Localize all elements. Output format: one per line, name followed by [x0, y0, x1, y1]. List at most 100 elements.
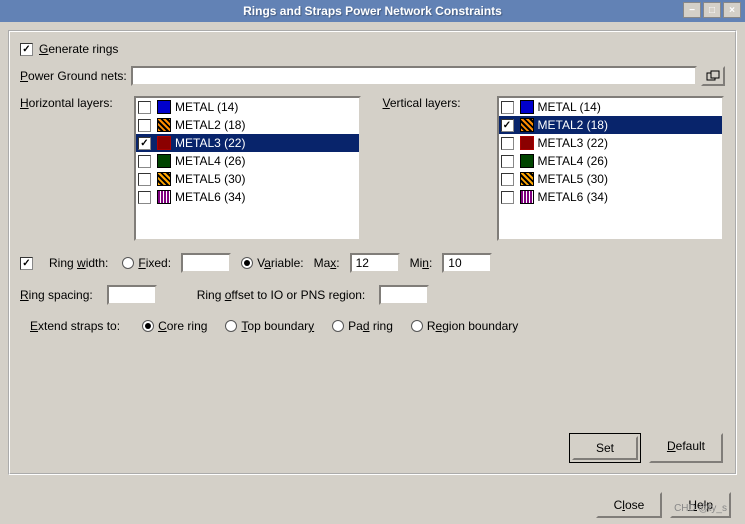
region-boundary-radio[interactable]	[411, 320, 423, 332]
help-button[interactable]: Help	[670, 492, 731, 518]
min-label: Min:	[410, 256, 433, 270]
minimize-button[interactable]: −	[683, 2, 701, 18]
titlebar-buttons: − □ ×	[683, 2, 741, 18]
horizontal-layers-col: Horizontal layers: METAL (14) METAL2 (18)…	[20, 96, 363, 241]
fixed-label: Fixed:	[138, 256, 171, 270]
power-ground-nets-label: Power Ground nets:	[20, 69, 127, 83]
power-ground-nets-row: Power Ground nets:	[20, 66, 725, 86]
layer-item[interactable]: METAL6 (34)	[499, 188, 722, 206]
layer-label: METAL5 (30)	[175, 172, 245, 186]
layer-checkbox[interactable]	[138, 101, 151, 114]
layers-row: Horizontal layers: METAL (14) METAL2 (18)…	[20, 96, 725, 241]
layer-item[interactable]: METAL6 (34)	[136, 188, 359, 206]
vertical-layers-label: Vertical layers:	[383, 96, 493, 110]
layer-item[interactable]: METAL (14)	[499, 98, 722, 116]
layer-item[interactable]: METAL3 (22)	[499, 134, 722, 152]
layer-swatch	[520, 154, 534, 168]
layer-swatch	[157, 136, 171, 150]
set-button[interactable]: Set	[569, 433, 641, 463]
layer-checkbox[interactable]	[501, 119, 514, 132]
layer-item[interactable]: METAL (14)	[136, 98, 359, 116]
close-button[interactable]: Close	[596, 492, 663, 518]
layer-checkbox[interactable]	[501, 191, 514, 204]
layer-label: METAL4 (26)	[175, 154, 245, 168]
core-ring-label: Core ring	[158, 319, 207, 333]
top-boundary-radio[interactable]	[225, 320, 237, 332]
layer-item[interactable]: METAL2 (18)	[136, 116, 359, 134]
layer-swatch	[157, 190, 171, 204]
layer-label: METAL3 (22)	[175, 136, 245, 150]
layer-item[interactable]: METAL2 (18)	[499, 116, 722, 134]
ring-offset-input[interactable]	[379, 285, 429, 305]
layer-label: METAL2 (18)	[538, 118, 608, 132]
pad-ring-radio[interactable]	[332, 320, 344, 332]
generate-rings-checkbox[interactable]	[20, 43, 33, 56]
layer-label: METAL6 (34)	[175, 190, 245, 204]
dialog-buttons: Close Help	[596, 492, 731, 518]
extend-straps-row: Extend straps to: Core ring Top boundary…	[20, 319, 725, 333]
layer-label: METAL (14)	[175, 100, 238, 114]
layer-swatch	[157, 118, 171, 132]
ring-width-label: Ring width:	[49, 256, 108, 270]
ring-spacing-row: Ring spacing: Ring offset to IO or PNS r…	[20, 285, 725, 305]
generate-rings-label: Generate rings	[39, 42, 118, 56]
layer-checkbox[interactable]	[138, 173, 151, 186]
layer-checkbox[interactable]	[138, 155, 151, 168]
vertical-layers-list[interactable]: METAL (14) METAL2 (18) METAL3 (22) METAL4 (…	[497, 96, 724, 241]
layer-checkbox[interactable]	[501, 101, 514, 114]
max-input[interactable]	[350, 253, 400, 273]
horizontal-layers-label: Horizontal layers:	[20, 96, 130, 110]
layer-swatch	[157, 100, 171, 114]
max-label: Max:	[314, 256, 340, 270]
browse-icon	[706, 70, 720, 82]
core-ring-radio[interactable]	[142, 320, 154, 332]
layer-swatch	[520, 100, 534, 114]
close-window-button[interactable]: ×	[723, 2, 741, 18]
layer-item[interactable]: METAL5 (30)	[136, 170, 359, 188]
window-title: Rings and Straps Power Network Constrain…	[243, 4, 502, 18]
generate-rings-row: Generate rings	[20, 42, 725, 56]
top-boundary-label: Top boundary	[241, 319, 314, 333]
layer-checkbox[interactable]	[138, 191, 151, 204]
layer-checkbox[interactable]	[501, 155, 514, 168]
layer-checkbox[interactable]	[138, 119, 151, 132]
horizontal-layers-list[interactable]: METAL (14) METAL2 (18) METAL3 (22) METAL4 (…	[134, 96, 361, 241]
extend-straps-label: Extend straps to:	[30, 319, 120, 333]
min-input[interactable]	[442, 253, 492, 273]
layer-swatch	[157, 172, 171, 186]
layer-swatch	[157, 154, 171, 168]
layer-label: METAL5 (30)	[538, 172, 608, 186]
variable-label: Variable:	[257, 256, 304, 270]
layer-item[interactable]: METAL3 (22)	[136, 134, 359, 152]
variable-radio[interactable]	[241, 257, 253, 269]
titlebar: Rings and Straps Power Network Constrain…	[0, 0, 745, 22]
layer-label: METAL4 (26)	[538, 154, 608, 168]
panel-buttons: Set Default	[569, 433, 723, 463]
ring-offset-label: Ring offset to IO or PNS region:	[197, 288, 366, 302]
layer-label: METAL2 (18)	[175, 118, 245, 132]
layer-checkbox[interactable]	[138, 137, 151, 150]
layer-swatch	[520, 136, 534, 150]
layer-item[interactable]: METAL4 (26)	[136, 152, 359, 170]
ring-width-row: Ring width: Fixed: Variable: Max: Min:	[20, 253, 725, 273]
vertical-layers-col: Vertical layers: METAL (14)METAL2 (18)ME…	[383, 96, 726, 241]
ring-spacing-label: Ring spacing:	[20, 288, 93, 302]
ring-width-checkbox[interactable]	[20, 257, 33, 270]
layer-item[interactable]: METAL5 (30)	[499, 170, 722, 188]
layer-label: METAL (14)	[538, 100, 601, 114]
fixed-input[interactable]	[181, 253, 231, 273]
power-ground-nets-input[interactable]	[131, 66, 697, 86]
layer-swatch	[520, 118, 534, 132]
maximize-button[interactable]: □	[703, 2, 721, 18]
layer-item[interactable]: METAL4 (26)	[499, 152, 722, 170]
layer-checkbox[interactable]	[501, 137, 514, 150]
browse-nets-button[interactable]	[701, 66, 725, 86]
layer-checkbox[interactable]	[501, 173, 514, 186]
ring-spacing-input[interactable]	[107, 285, 157, 305]
layer-label: METAL6 (34)	[538, 190, 608, 204]
fixed-radio[interactable]	[122, 257, 134, 269]
layer-swatch	[520, 172, 534, 186]
default-button[interactable]: Default	[649, 433, 723, 463]
region-boundary-label: Region boundary	[427, 319, 518, 333]
main-panel: Generate rings Power Ground nets: Horizo…	[8, 30, 737, 475]
